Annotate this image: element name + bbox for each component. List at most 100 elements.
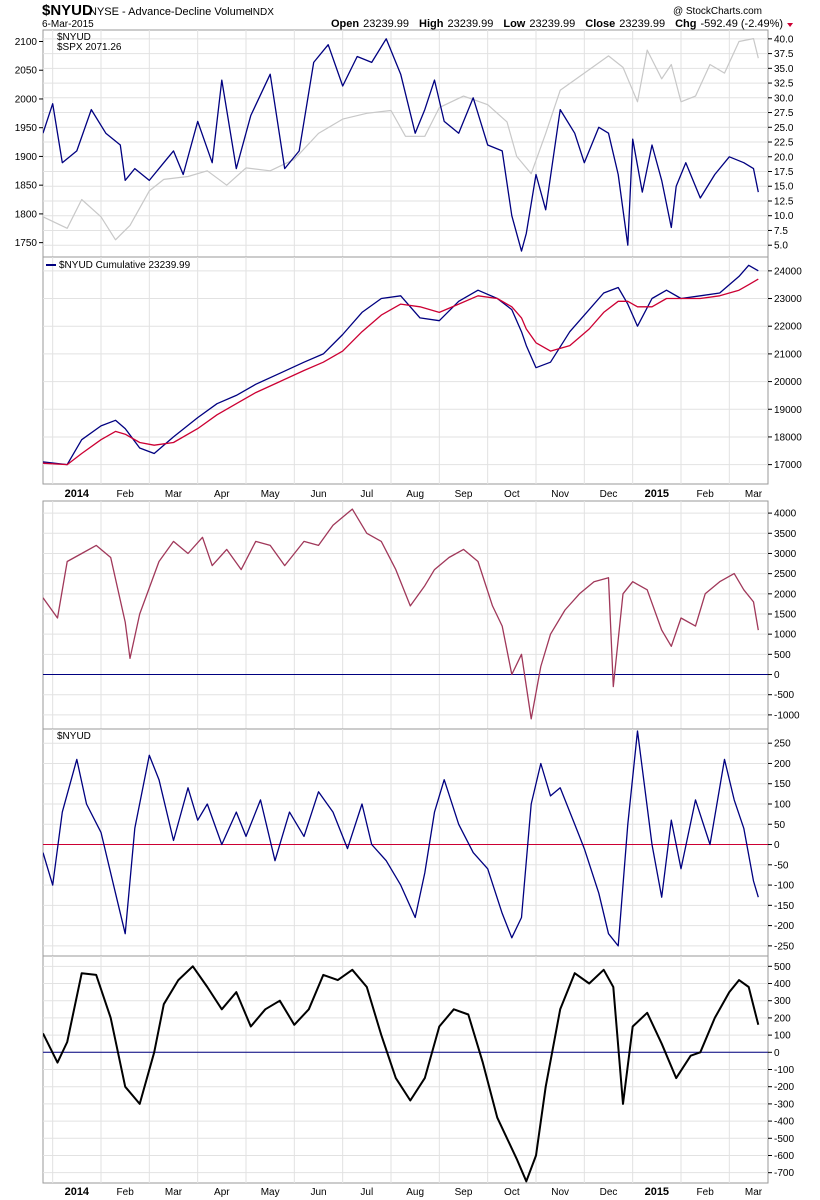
panel-frame bbox=[42, 728, 769, 957]
x-tick-label: Dec bbox=[600, 1187, 618, 1198]
legend-entry: $NYUD bbox=[57, 32, 91, 43]
y-tick-label-right: 17000 bbox=[774, 460, 802, 471]
y-tick-label-right: 24000 bbox=[774, 266, 802, 277]
y-tick-label-right: 15.0 bbox=[774, 182, 794, 193]
chart-panels: 5.0 7.5 10.0 12.5 15.0 17.5 20.0 22.5 25.0 27.5 30… bbox=[15, 29, 802, 1198]
y-tick-label-right: -200 bbox=[774, 1082, 794, 1093]
y-tick-label-right: -1000 bbox=[774, 710, 800, 721]
x-tick-label: Aug bbox=[406, 489, 424, 500]
y-tick-label-right: 17.5 bbox=[774, 167, 794, 178]
ohlc-value: 23239.99 bbox=[363, 18, 409, 30]
x-tick-label: Jul bbox=[360, 1187, 373, 1198]
y-tick-label-right: 3000 bbox=[774, 549, 797, 560]
y-tick-label-right: 1500 bbox=[774, 609, 797, 620]
x-tick-label: Feb bbox=[117, 1187, 135, 1198]
ohlc-row: Open 23239.99 High 23239.99 Low 23239.99 Close… bbox=[331, 18, 794, 30]
y-tick-label-right: 400 bbox=[774, 979, 791, 990]
y-tick-label-right: 40.0 bbox=[774, 34, 794, 45]
y-tick-label-right: 500 bbox=[774, 962, 791, 973]
y-tick-label-right: 300 bbox=[774, 996, 791, 1007]
y-tick-label-right: -700 bbox=[774, 1168, 794, 1179]
y-tick-label-right: 23000 bbox=[774, 294, 802, 305]
x-tick-label: Jun bbox=[310, 1187, 326, 1198]
y-tick-label-left: 1800 bbox=[15, 209, 38, 220]
y-tick-label-right: 50 bbox=[774, 820, 786, 831]
symbol-title: $NYUD bbox=[42, 2, 93, 19]
y-tick-label-right: -150 bbox=[774, 901, 794, 912]
y-tick-label-right: 5.0 bbox=[774, 241, 788, 252]
y-tick-label-right: -500 bbox=[774, 690, 794, 701]
ohlc-value: 23239.99 bbox=[529, 18, 575, 30]
panel-4: -250 -200 -150 -100 -50 0 50 100 150 200 250 $NYUD bbox=[42, 728, 794, 957]
x-tick-label: Nov bbox=[551, 489, 569, 500]
ohlc-value: 23239.99 bbox=[619, 18, 665, 30]
y-tick-label-right: 4000 bbox=[774, 509, 797, 520]
change-down-icon bbox=[787, 23, 794, 27]
y-tick-label-right: -600 bbox=[774, 1151, 794, 1162]
x-tick-label: 2015 bbox=[645, 488, 669, 500]
panel-frame bbox=[42, 500, 769, 730]
x-axis-labels: 2014 Feb Mar Apr May Jun Jul Aug Sep Oct Nov Dec 201… bbox=[65, 488, 763, 500]
x-tick-label: Apr bbox=[214, 1187, 230, 1198]
series-line-2 bbox=[43, 278, 759, 466]
y-tick-label-right: -400 bbox=[774, 1117, 794, 1128]
chart-date: 6-Mar-2015 bbox=[42, 19, 94, 30]
x-tick-label: Mar bbox=[165, 489, 183, 500]
y-tick-label-right: 19000 bbox=[774, 405, 802, 416]
x-tick-label: May bbox=[261, 489, 280, 500]
ohlc-label: Low bbox=[503, 18, 525, 30]
y-tick-label-right: 200 bbox=[774, 1013, 791, 1024]
ohlc-value: -592.49 (-2.49%) bbox=[701, 18, 784, 30]
ohlc-label: High bbox=[419, 18, 444, 30]
y-tick-label-right: 1000 bbox=[774, 630, 797, 641]
legend-entry: $NYUD bbox=[57, 731, 91, 742]
y-tick-label-right: 20000 bbox=[774, 377, 802, 388]
y-tick-label-right: 30.0 bbox=[774, 93, 794, 104]
y-tick-label-right: -200 bbox=[774, 921, 794, 932]
y-tick-label-left: 1850 bbox=[15, 181, 38, 192]
y-tick-label-right: 25.0 bbox=[774, 123, 794, 134]
y-tick-label-right: 21000 bbox=[774, 349, 802, 360]
legend-entry: $NYUD Cumulative 23239.99 bbox=[59, 260, 191, 271]
symbol-description: NYSE - Advance-Decline Volume bbox=[89, 6, 251, 18]
y-tick-label-right: 10.0 bbox=[774, 211, 794, 222]
x-tick-label: Mar bbox=[165, 1187, 183, 1198]
y-tick-label-right: 0 bbox=[774, 670, 780, 681]
panel-frame bbox=[42, 256, 769, 485]
y-tick-label-left: 2100 bbox=[15, 37, 38, 48]
panel-5: -700 -600 -500 -400 -300 -200 -100 0 100 200 300 40… bbox=[42, 955, 794, 1184]
y-tick-label-right: 0 bbox=[774, 1048, 780, 1059]
y-tick-label-right: 100 bbox=[774, 799, 791, 810]
y-tick-label-right: 200 bbox=[774, 759, 791, 770]
series-line-1 bbox=[43, 37, 759, 241]
x-tick-label: 2014 bbox=[65, 1186, 90, 1198]
x-axis-labels: 2014 Feb Mar Apr May Jun Jul Aug Sep Oct Nov Dec 201… bbox=[65, 1186, 763, 1198]
y-tick-label-right: 20.0 bbox=[774, 152, 794, 163]
x-tick-label: Oct bbox=[504, 1187, 520, 1198]
series-line-1 bbox=[43, 730, 759, 947]
y-tick-label-right: 2500 bbox=[774, 569, 797, 580]
x-tick-label: Sep bbox=[455, 489, 473, 500]
y-tick-label-right: 3500 bbox=[774, 529, 797, 540]
x-tick-label: Apr bbox=[214, 489, 230, 500]
x-tick-label: 2014 bbox=[65, 488, 90, 500]
series-group bbox=[43, 264, 759, 466]
y-tick-label-right: 500 bbox=[774, 650, 791, 661]
exchange-label: INDX bbox=[250, 7, 274, 18]
panel-3: -1000 -500 0 500 1000 1500 2000 2500 3000 3500 400… bbox=[42, 500, 800, 730]
panel-1: 5.0 7.5 10.0 12.5 15.0 17.5 20.0 22.5 25.0 27.5 30… bbox=[15, 29, 794, 258]
panel-2: 17000 18000 19000 20000 21000 22000 23000 24000… bbox=[42, 256, 802, 485]
y-tick-label-right: -500 bbox=[774, 1134, 794, 1145]
y-tick-label-right: 22.5 bbox=[774, 138, 794, 149]
y-tick-label-left: 1750 bbox=[15, 238, 38, 249]
x-tick-label: Jul bbox=[360, 489, 373, 500]
series-group bbox=[43, 965, 760, 1183]
series-line-1 bbox=[43, 965, 760, 1183]
x-tick-label: Feb bbox=[117, 489, 135, 500]
legend-entry: $SPX 2071.26 bbox=[57, 42, 122, 53]
x-tick-label: 2015 bbox=[645, 1186, 669, 1198]
y-tick-label-right: 100 bbox=[774, 1031, 791, 1042]
watermark: @ StockCharts.com bbox=[673, 6, 762, 17]
y-tick-label-right: 12.5 bbox=[774, 196, 794, 207]
